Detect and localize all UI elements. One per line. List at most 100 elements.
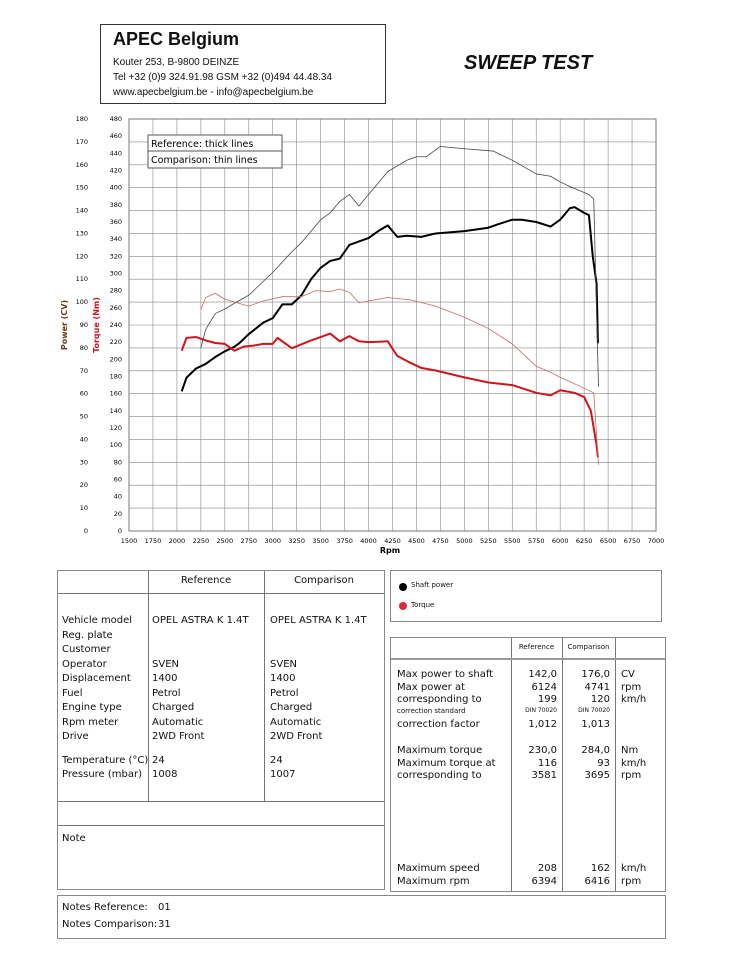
torque-tick-label: 140 bbox=[110, 407, 122, 415]
torque-tick-label: 420 bbox=[110, 167, 122, 175]
result-comp-value: DIN 70020 bbox=[578, 706, 610, 714]
info-ref-value: Petrol bbox=[152, 687, 181, 699]
x-tick-label: 1750 bbox=[145, 537, 162, 545]
result-comp-value: 93 bbox=[597, 757, 610, 769]
result-label: Maximum torque bbox=[397, 745, 483, 756]
result-comp-value: 3695 bbox=[584, 770, 610, 781]
result-ref-value: 3581 bbox=[531, 770, 557, 781]
x-tick-label: 3250 bbox=[288, 537, 305, 545]
notes-comparison-value: 31 bbox=[158, 919, 171, 930]
notes-comparison-label: Notes Comparison: bbox=[62, 919, 158, 930]
result-unit: CV bbox=[621, 669, 635, 680]
power-tick-label: 100 bbox=[76, 298, 88, 306]
result-label: correction standard bbox=[397, 706, 466, 715]
result-ref-value: 230,0 bbox=[528, 745, 557, 756]
torque-tick-label: 480 bbox=[110, 115, 122, 123]
x-tick-label: 2000 bbox=[169, 537, 186, 545]
x-tick-label: 4250 bbox=[384, 537, 401, 545]
info-ref-value: SVEN bbox=[152, 658, 179, 670]
result-label: Maximum rpm bbox=[397, 875, 470, 887]
x-tick-label: 1500 bbox=[121, 537, 138, 545]
torque-tick-label: 100 bbox=[110, 441, 122, 449]
result-ref-value: 199 bbox=[537, 694, 557, 705]
torque-tick-label: 80 bbox=[114, 458, 122, 466]
result-comp-value: 4741 bbox=[584, 681, 610, 693]
x-tick-label: 6250 bbox=[576, 537, 593, 545]
x-tick-label: 5000 bbox=[456, 537, 473, 545]
result-unit: rpm bbox=[621, 770, 642, 781]
result-ref-value: 142,0 bbox=[528, 669, 557, 680]
result-ref-value: 1,012 bbox=[528, 718, 557, 730]
info-label: Vehicle model bbox=[62, 615, 133, 626]
torque-tick-label: 180 bbox=[110, 373, 122, 381]
note-label: Note bbox=[62, 833, 86, 844]
results-col-reference: Reference bbox=[518, 643, 555, 651]
info-comp-value: Charged bbox=[270, 702, 313, 713]
x-tick-label: 2500 bbox=[217, 537, 234, 545]
results-col-comparison: Comparison bbox=[567, 643, 610, 651]
power-tick-label: 130 bbox=[76, 229, 88, 237]
legend-comparison: Comparison: thin lines bbox=[151, 155, 258, 166]
power-tick-label: 90 bbox=[80, 321, 88, 329]
result-unit: rpm bbox=[621, 681, 642, 693]
company-name: APEC Belgium bbox=[113, 29, 240, 49]
x-tick-label: 2250 bbox=[193, 537, 210, 545]
info-comp-value: OPEL ASTRA K 1.4T bbox=[270, 615, 367, 626]
info-comp-value: Automatic bbox=[270, 716, 322, 728]
info-label: Operator bbox=[62, 658, 107, 670]
result-label: Max power at bbox=[397, 681, 465, 693]
torque-tick-label: 260 bbox=[110, 304, 122, 312]
vehicle-info-table: Reference Comparison Vehicle model OPEL … bbox=[57, 570, 385, 890]
result-label: corresponding to bbox=[397, 694, 482, 705]
torque-tick-label: 220 bbox=[110, 338, 122, 346]
result-label: Maximum torque at bbox=[397, 757, 496, 769]
result-comp-value: 1,013 bbox=[581, 718, 610, 730]
x-tick-label: 7000 bbox=[648, 537, 665, 545]
torque-tick-label: 20 bbox=[114, 510, 122, 518]
shaft-power-dot-icon bbox=[399, 583, 407, 591]
torque-tick-label: 300 bbox=[110, 270, 122, 278]
y-axis-label-torque: Torque (Nm) bbox=[92, 297, 101, 353]
result-label: Maximum speed bbox=[397, 863, 480, 874]
info-ref-value: Charged bbox=[152, 702, 195, 713]
notes-reference-value: 01 bbox=[158, 902, 171, 913]
result-unit: km/h bbox=[621, 694, 647, 705]
x-tick-label: 6500 bbox=[600, 537, 617, 545]
info-label: Customer bbox=[62, 644, 111, 655]
info-ref-value: 2WD Front bbox=[152, 731, 205, 742]
result-ref-value: 116 bbox=[537, 757, 557, 769]
power-tick-label: 160 bbox=[76, 161, 88, 169]
notes-box: Notes Reference: 01 Notes Comparison: 31 bbox=[57, 895, 666, 939]
result-comp-value: 6416 bbox=[584, 875, 610, 887]
power-tick-label: 10 bbox=[80, 504, 88, 512]
result-comp-value: 162 bbox=[590, 863, 610, 874]
info-col-comparison: Comparison bbox=[294, 575, 354, 586]
info-label: Displacement bbox=[62, 673, 131, 684]
power-tick-label: 80 bbox=[80, 344, 88, 352]
power-tick-label: 180 bbox=[76, 115, 88, 123]
curve-legend: Shaft power Torque bbox=[390, 570, 662, 622]
result-comp-value: 284,0 bbox=[581, 745, 610, 756]
result-comp-value: 176,0 bbox=[581, 669, 610, 680]
x-tick-label: 5750 bbox=[528, 537, 545, 545]
comparison-shaft-power-curve bbox=[200, 146, 599, 387]
env-ref-value: 1008 bbox=[152, 769, 178, 780]
torque-tick-label: 440 bbox=[110, 149, 122, 157]
info-comp-value: Petrol bbox=[270, 687, 299, 699]
y-axis-label-power: Power (CV) bbox=[60, 300, 69, 350]
env-comp-value: 1007 bbox=[270, 769, 296, 780]
torque-tick-label: 160 bbox=[110, 390, 122, 398]
result-unit: km/h bbox=[621, 863, 647, 874]
torque-tick-label: 340 bbox=[110, 235, 122, 243]
x-tick-label: 4000 bbox=[360, 537, 377, 545]
x-tick-label: 2750 bbox=[240, 537, 257, 545]
torque-tick-label: 360 bbox=[110, 218, 122, 226]
info-label: Drive bbox=[62, 731, 89, 742]
power-tick-label: 120 bbox=[76, 252, 88, 260]
x-tick-label: 6000 bbox=[552, 537, 569, 545]
result-unit: km/h bbox=[621, 757, 647, 769]
torque-tick-label: 0 bbox=[118, 527, 122, 535]
info-ref-value: OPEL ASTRA K 1.4T bbox=[152, 615, 249, 626]
power-tick-label: 150 bbox=[76, 184, 88, 192]
